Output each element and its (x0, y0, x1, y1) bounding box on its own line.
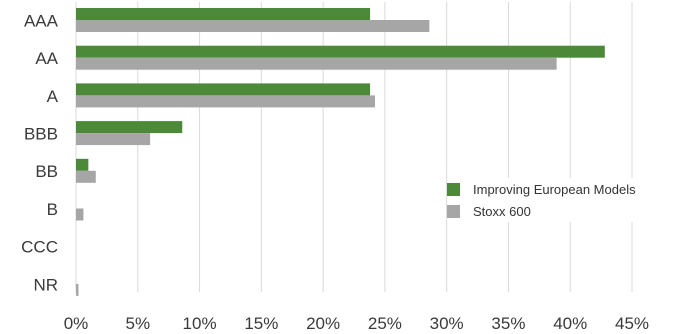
x-tick-label: 35% (491, 314, 525, 333)
x-tick-label: 0% (64, 314, 89, 333)
category-label: CCC (21, 238, 58, 257)
x-tick-label: 5% (125, 314, 150, 333)
x-tick-label: 40% (553, 314, 587, 333)
x-tick-label: 20% (306, 314, 340, 333)
x-axis-tick-labels: 0% 5% 10% 15% 20% 25% 30% 35% 40% 45% (64, 314, 649, 333)
bar-improving-european-models-bb (76, 158, 89, 171)
x-tick-label: 30% (430, 314, 464, 333)
category-label: NR (33, 275, 58, 294)
bar-stoxx-600-bb (76, 170, 96, 183)
bar-stoxx-600-a (76, 95, 376, 108)
legend-swatch-grey (447, 204, 460, 218)
bar-improving-european-models-aa (76, 45, 605, 58)
bar-stoxx-600-b (76, 208, 84, 221)
gridlines (75, 2, 633, 292)
legend-label: Stoxx 600 (473, 203, 531, 219)
bar-improving-european-models-a (76, 83, 371, 96)
category-label: A (47, 87, 59, 106)
legend: Improving European Models Stoxx 600 (447, 178, 672, 222)
category-label: BB (35, 162, 58, 181)
legend-swatch-green (447, 182, 460, 196)
legend-item-improving-european-models: Improving European Models (447, 178, 672, 200)
legend-label: Improving European Models (473, 181, 636, 197)
x-tick-label: 45% (615, 314, 649, 333)
category-label: B (47, 200, 58, 219)
x-tick-label: 10% (183, 314, 217, 333)
bar-stoxx-600-bbb (76, 133, 151, 146)
bar-series (76, 8, 605, 296)
category-label: AAA (24, 11, 59, 30)
x-tick-label: 15% (244, 314, 278, 333)
x-tick-label: 25% (368, 314, 402, 333)
bar-improving-european-models-aaa (76, 8, 371, 20)
bar-stoxx-600-aa (76, 57, 557, 70)
category-label: BBB (24, 124, 58, 143)
legend-item-stoxx-600: Stoxx 600 (447, 200, 672, 222)
bar-improving-european-models-bbb (76, 121, 183, 134)
bar-stoxx-600-nr (76, 283, 79, 296)
bar-stoxx-600-aaa (76, 20, 430, 32)
category-label: AA (35, 49, 58, 68)
